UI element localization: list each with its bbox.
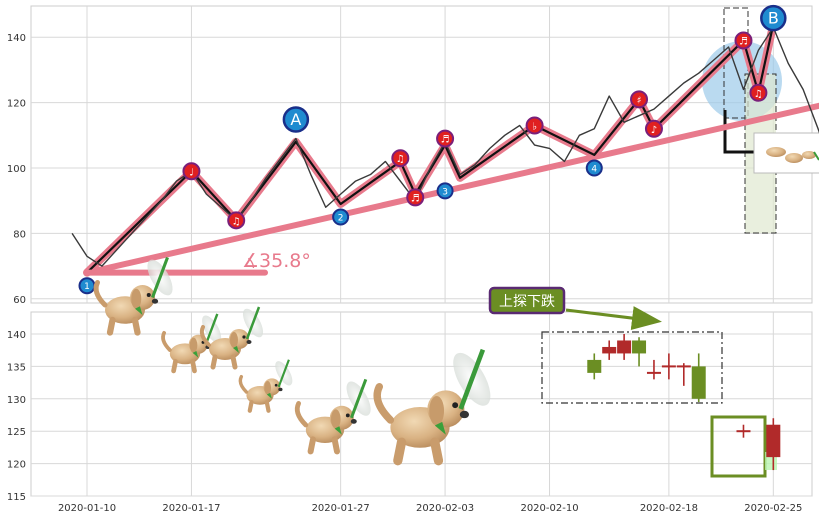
candle-body [766, 424, 781, 458]
dog-sticker [238, 359, 293, 413]
annotation-label-box: 上探下跌 [488, 286, 566, 315]
red-wave-marker [182, 162, 201, 181]
annotation-label-text: 上探下跌 [499, 294, 555, 310]
candle-body [617, 340, 632, 354]
decorative-dog-stickers [93, 256, 491, 466]
zigzag-wave-line [83, 20, 778, 277]
red-wave-marker [644, 119, 663, 138]
candle-body [661, 365, 676, 368]
candle-body [646, 371, 661, 374]
upper-y-tick-label: 100 [7, 164, 26, 175]
x-tick-label: 2020-02-10 [520, 503, 578, 514]
inset-dog-thumbnail [766, 147, 819, 163]
lower-grid [31, 312, 812, 497]
red-wave-marker [406, 188, 425, 207]
red-marker-glyph: ♬ [441, 135, 450, 146]
red-marker-glyph: ♫ [232, 216, 241, 227]
red-marker-glyph: ♬ [739, 36, 748, 47]
wave-point-label-circle [760, 4, 787, 32]
blue-wave-marker [332, 208, 350, 226]
angle-annotation: ∡35.8° [242, 250, 311, 272]
red-wave-marker [391, 149, 410, 168]
price-line [71, 26, 819, 267]
wave-point-label: A [290, 110, 301, 129]
dog-sticker [199, 306, 264, 370]
price-polyline [71, 26, 819, 267]
candle-body [602, 346, 617, 354]
trend-line [84, 102, 819, 276]
red-wave-marker [525, 116, 544, 135]
upper-y-tick-label: 80 [13, 229, 26, 240]
blue-marker-label: 4 [591, 165, 597, 175]
black-bracket-arrow [723, 110, 760, 154]
upper-y-tick-label: 140 [7, 33, 26, 44]
candle-body [587, 359, 602, 373]
lower-y-tick-label: 120 [7, 460, 26, 471]
upper-price-panel: 60 80 100 120 140 ♩ ♫ ♫ ♬ ♬ ♭ ♯ ♪ ♬ ♫ 1 2 3 4 A B ∡35.8° [7, 4, 819, 306]
dog-sticker [294, 378, 371, 455]
blue-wave-marker [585, 159, 603, 177]
red-marker-glyph: ♯ [637, 95, 642, 106]
candle-body [736, 430, 751, 433]
x-axis-date-labels: 2020-01-10 2020-01-17 2020-01-27 2020-02-03… [58, 503, 802, 514]
wave-line-core [86, 23, 775, 274]
x-tick-label: 2020-01-27 [312, 503, 370, 514]
upper-grid [31, 6, 812, 303]
candle-body [676, 365, 691, 368]
red-wave-marker [436, 129, 455, 148]
dog-sticker [373, 348, 491, 466]
dog-sticker [93, 256, 173, 336]
x-tick-label: 2020-01-10 [58, 503, 116, 514]
red-marker-glyph: ♬ [411, 193, 420, 204]
candle-highlight-frame [710, 415, 767, 478]
upper-y-tick-label: 120 [7, 99, 26, 110]
lower-y-tick-label: 135 [7, 362, 26, 373]
x-tick-label: 2020-01-17 [162, 503, 220, 514]
red-marker-glyph: ♫ [754, 89, 763, 100]
blue-marker-label: 2 [338, 214, 344, 224]
x-tick-label: 2020-02-03 [416, 503, 474, 514]
red-wave-marker [734, 31, 753, 50]
red-marker-glyph: ♩ [189, 167, 194, 178]
candlesticks [587, 334, 781, 471]
wave-point-label: B [768, 9, 779, 28]
red-marker-glyph: ♫ [396, 154, 405, 165]
red-wave-marker [227, 211, 246, 230]
lower-y-tick-label: 130 [7, 395, 26, 406]
candle-body [632, 340, 647, 354]
lower-y-tick-label: 140 [7, 330, 26, 341]
blue-wave-marker [436, 182, 454, 200]
lower-y-tick-label: 125 [7, 427, 26, 438]
red-marker-glyph: ♭ [532, 121, 537, 132]
lower-y-tick-label: 115 [7, 492, 26, 503]
red-wave-marker [749, 83, 768, 102]
red-marker-glyph: ♪ [651, 125, 657, 136]
red-wave-marker [630, 90, 649, 109]
candle-body [691, 366, 706, 399]
x-tick-label: 2020-02-18 [640, 503, 698, 514]
upper-y-tick-labels: 60 80 100 120 140 [7, 33, 26, 306]
blue-marker-label: 1 [84, 282, 90, 292]
candle-group-frame [541, 331, 723, 404]
blue-marker-label: 3 [442, 187, 448, 197]
wave-point-label-circle [282, 106, 310, 133]
annotation-arrow [565, 306, 662, 330]
x-tick-label: 2020-02-25 [744, 503, 802, 514]
lower-y-tick-labels: 115 120 125 130 135 140 [7, 330, 26, 503]
wave-markers: ♩ ♫ ♫ ♬ ♬ ♭ ♯ ♪ ♬ ♫ 1 2 3 4 A B [78, 4, 787, 295]
lower-plot-area [30, 311, 813, 497]
trend-line-segment [84, 102, 819, 276]
upper-y-tick-label: 60 [13, 295, 26, 306]
